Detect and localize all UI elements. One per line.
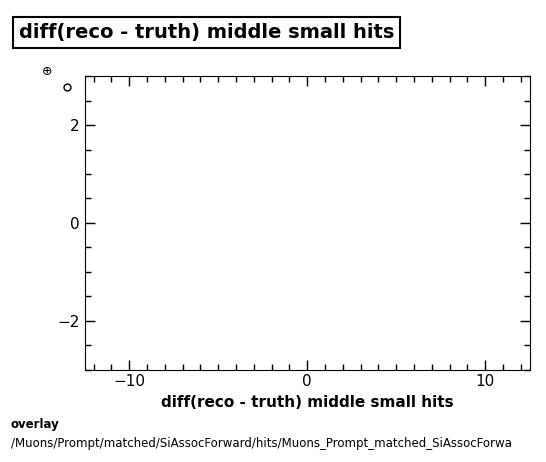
Text: /Muons/Prompt/matched/SiAssocForward/hits/Muons_Prompt_matched_SiAssocForwa: /Muons/Prompt/matched/SiAssocForward/hit… [11,437,512,450]
X-axis label: diff(reco - truth) middle small hits: diff(reco - truth) middle small hits [161,395,453,410]
Text: $\oplus$: $\oplus$ [41,65,52,78]
Text: diff(reco - truth) middle small hits: diff(reco - truth) middle small hits [19,23,394,42]
Text: overlay: overlay [11,418,60,431]
